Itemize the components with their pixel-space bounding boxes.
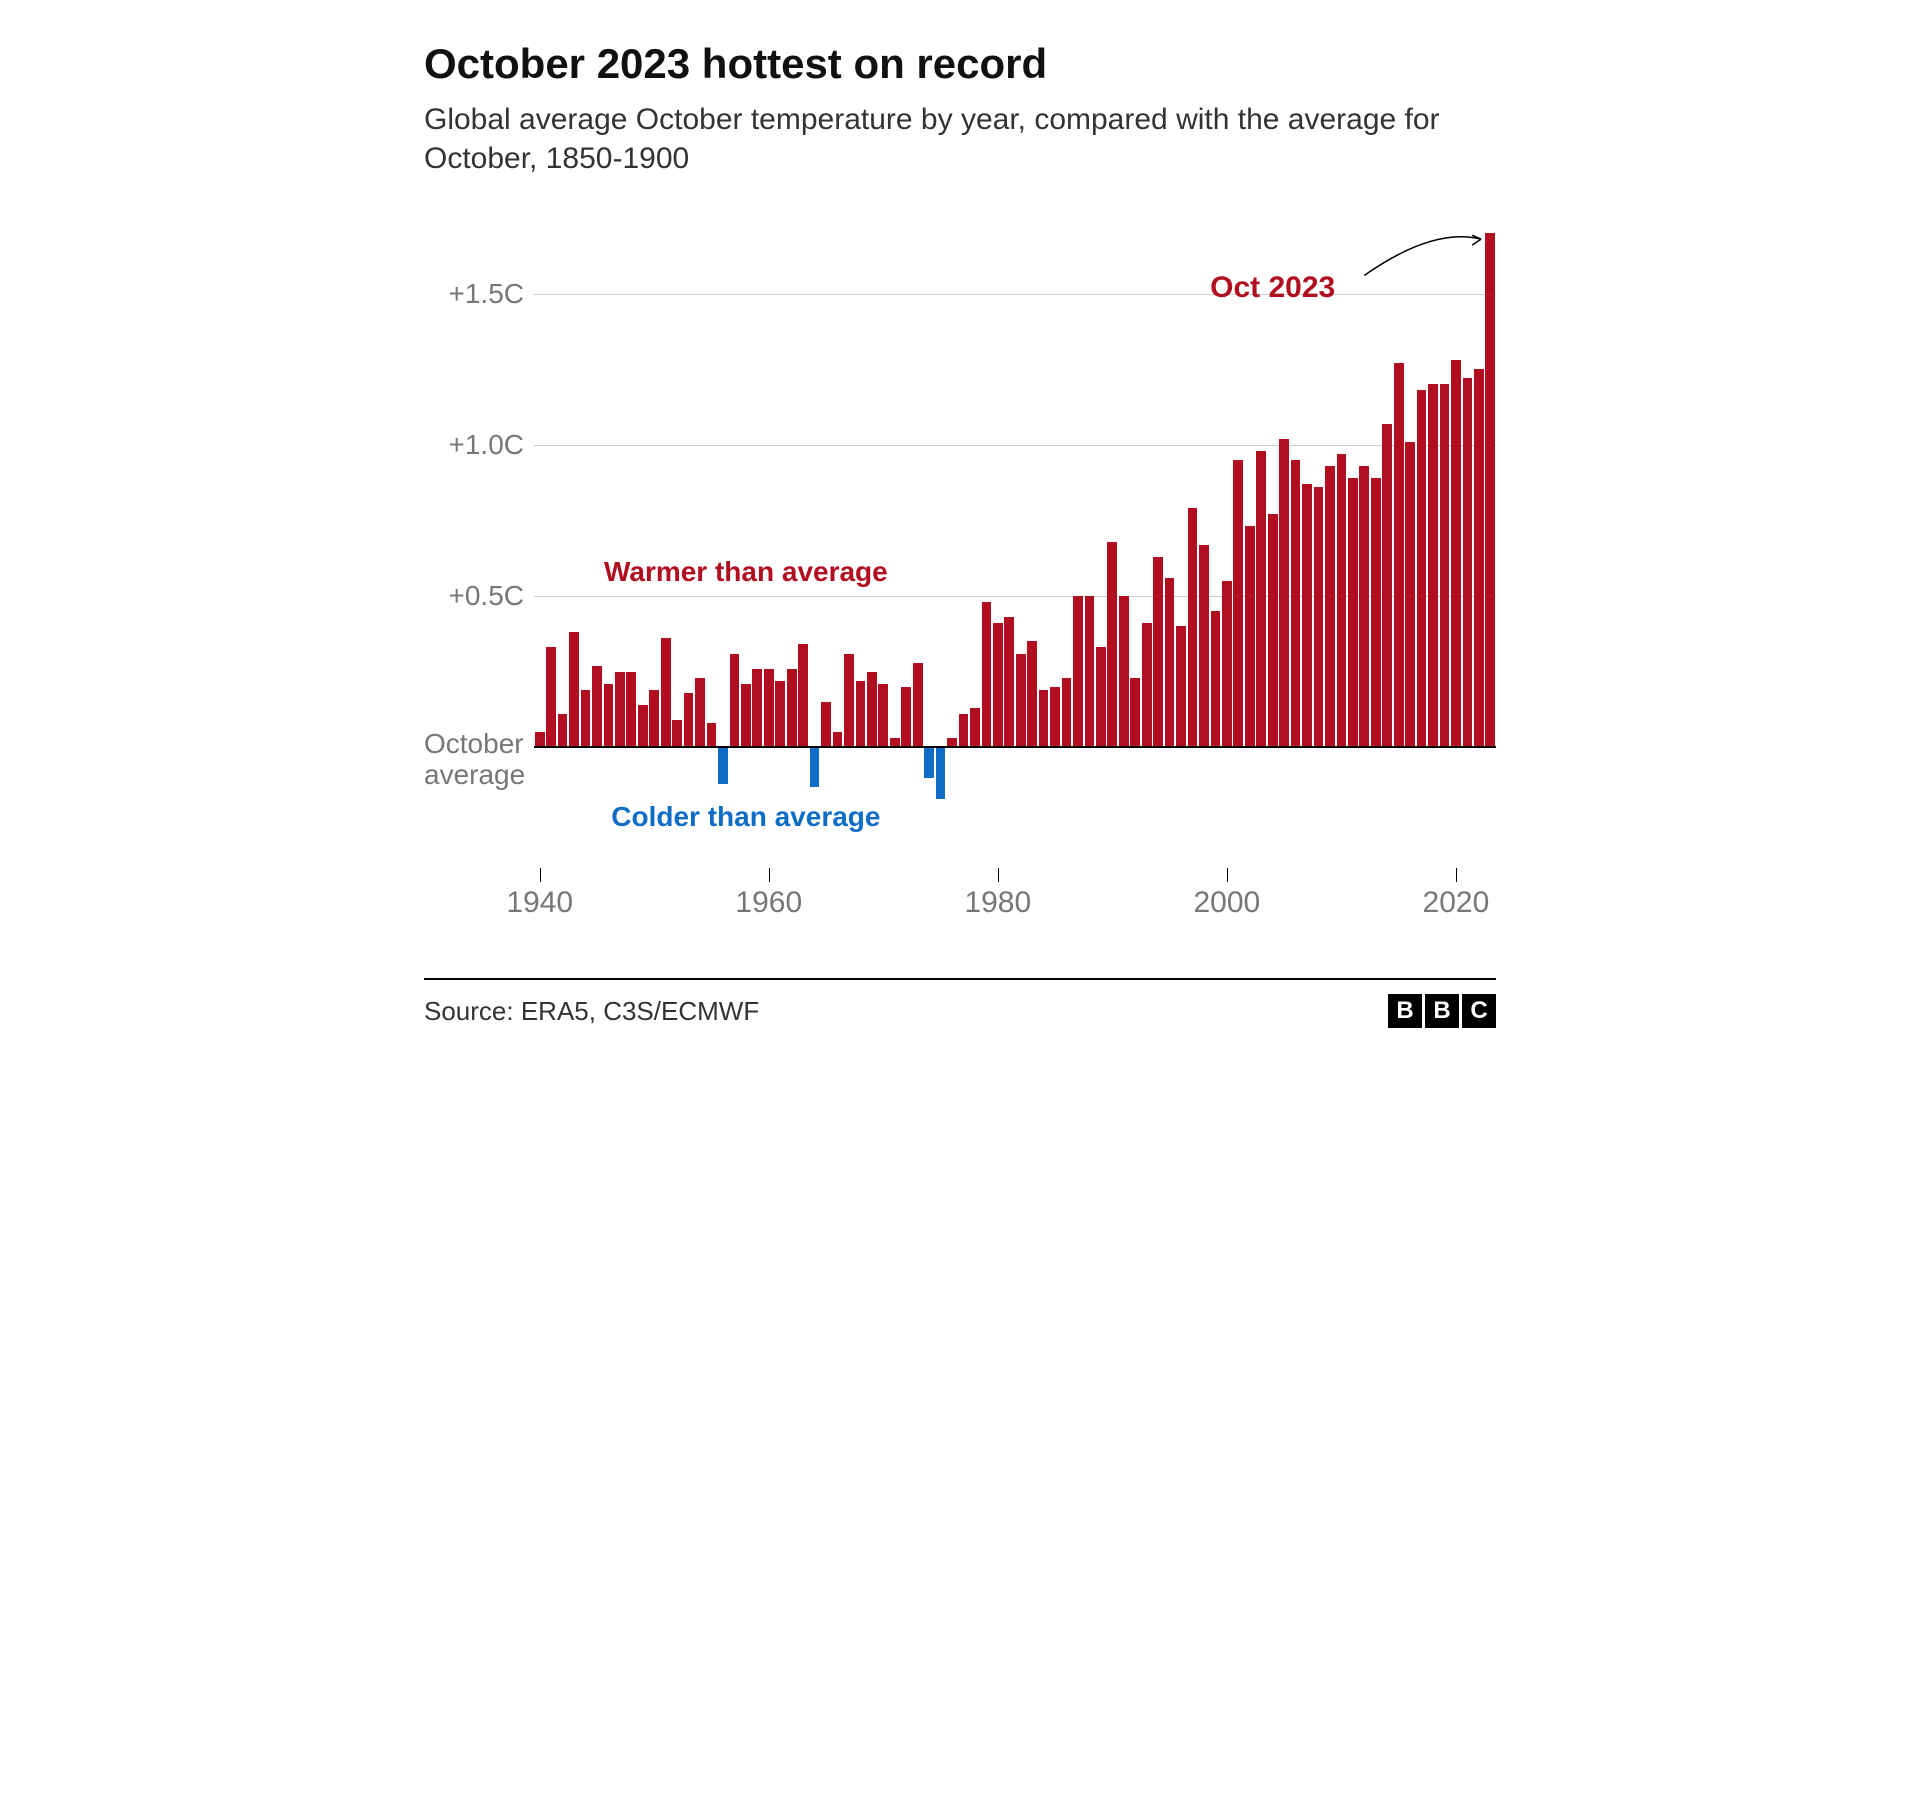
bbc-logo: BBC [1388, 994, 1496, 1028]
chart-area: +0.5C+1.0C+1.5COctoberaverage 1940196019… [424, 218, 1496, 958]
chart-footer: Source: ERA5, C3S/ECMWF BBC [424, 978, 1496, 1028]
x-axis-label: 1960 [735, 886, 802, 920]
annotation-label: Oct 2023 [1210, 271, 1335, 305]
x-tick [1456, 868, 1457, 882]
annotation-label: Colder than average [611, 801, 880, 833]
annotation-label: Warmer than average [604, 556, 888, 588]
x-axis-label: 1980 [964, 886, 1031, 920]
x-tick [998, 868, 999, 882]
logo-block: C [1462, 994, 1496, 1028]
chart-subtitle: Global average October temperature by ye… [424, 100, 1496, 178]
x-tick [1227, 868, 1228, 882]
source-text: Source: ERA5, C3S/ECMWF [424, 996, 759, 1027]
callout-arrow [424, 218, 1496, 838]
logo-block: B [1425, 994, 1459, 1028]
x-axis-label: 2020 [1423, 886, 1490, 920]
chart-title: October 2023 hottest on record [424, 40, 1496, 88]
logo-block: B [1388, 994, 1422, 1028]
x-axis-label: 2000 [1193, 886, 1260, 920]
chart-container: October 2023 hottest on record Global av… [384, 0, 1536, 1048]
x-axis-label: 1940 [506, 886, 573, 920]
x-tick [540, 868, 541, 882]
x-tick [769, 868, 770, 882]
